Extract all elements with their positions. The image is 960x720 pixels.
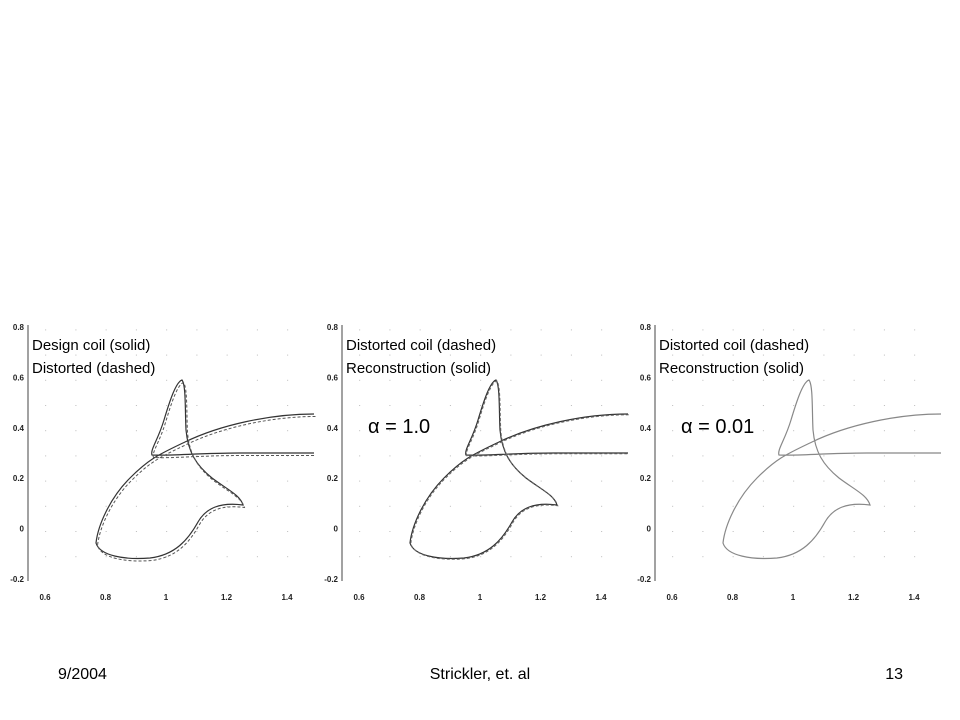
x-tick-label: 0.6 (666, 593, 678, 602)
footer-author: Strickler, et. al (430, 666, 530, 683)
y-tick-label: 0.2 (13, 474, 25, 483)
x-tick-label: 0.8 (727, 593, 739, 602)
y-tick-label: 0.8 (640, 323, 652, 332)
y-tick-label: 0 (647, 525, 652, 534)
footer-page: 13 (885, 666, 903, 683)
plot-panel: 0.8 0.6 0.4 0.2 0 -0.2 0.6 0.8 1 1.2 1.4 Distorted … (324, 323, 630, 602)
x-tick-label: 1.4 (908, 593, 920, 602)
y-tick-label: 0.4 (327, 424, 339, 433)
y-tick-label: 0.4 (13, 424, 25, 433)
y-tick-label: 0.6 (13, 373, 25, 382)
footer-date: 9/2004 (58, 666, 107, 683)
x-tick-label: 1.2 (535, 593, 547, 602)
x-tick-label: 0.8 (100, 593, 112, 602)
x-tick-label: 1 (478, 593, 483, 602)
y-tick-label: 0.2 (327, 474, 339, 483)
y-tick-label: 0 (20, 525, 25, 534)
y-tick-label: 0.8 (327, 323, 339, 332)
x-tick-label: 1.4 (595, 593, 607, 602)
panels: 0.8 0.6 0.4 0.2 0 -0.2 0.6 0.8 1 1.2 1.4 Design coi… (10, 323, 942, 602)
y-tick-label: 0 (334, 525, 339, 534)
legend-text: Reconstruction (solid) (346, 360, 491, 377)
alpha-label: α = 1.0 (368, 416, 430, 438)
y-tick-label: 0.6 (640, 373, 652, 382)
legend-text: Distorted (dashed) (32, 360, 155, 377)
x-tick-label: 1 (164, 593, 169, 602)
legend-text: Distorted coil (dashed) (659, 337, 809, 354)
y-tick-label: 0.6 (327, 373, 339, 382)
x-tick-label: 0.6 (353, 593, 365, 602)
x-tick-label: 0.8 (414, 593, 426, 602)
y-tick-label: -0.2 (10, 575, 24, 584)
y-tick-label: -0.2 (324, 575, 338, 584)
legend-text: Distorted coil (dashed) (346, 337, 496, 354)
y-tick-label: 0.2 (640, 474, 652, 483)
x-tick-label: 0.6 (39, 593, 51, 602)
y-tick-label: 0.4 (640, 424, 652, 433)
x-tick-label: 1.2 (848, 593, 860, 602)
legend-text: Design coil (solid) (32, 337, 150, 354)
plot-panel: 0.8 0.6 0.4 0.2 0 -0.2 0.6 0.8 1 1.2 1.4 Design coi… (10, 323, 316, 602)
plot-panel: 0.8 0.6 0.4 0.2 0 -0.2 0.6 0.8 1 1.2 1.4 Distorted … (637, 323, 942, 602)
legend-text: Reconstruction (solid) (659, 360, 804, 377)
y-tick-label: 0.8 (13, 323, 25, 332)
alpha-label: α = 0.01 (681, 416, 754, 438)
x-tick-label: 1.4 (281, 593, 293, 602)
y-tick-label: -0.2 (637, 575, 651, 584)
x-tick-label: 1 (791, 593, 796, 602)
x-tick-label: 1.2 (221, 593, 233, 602)
